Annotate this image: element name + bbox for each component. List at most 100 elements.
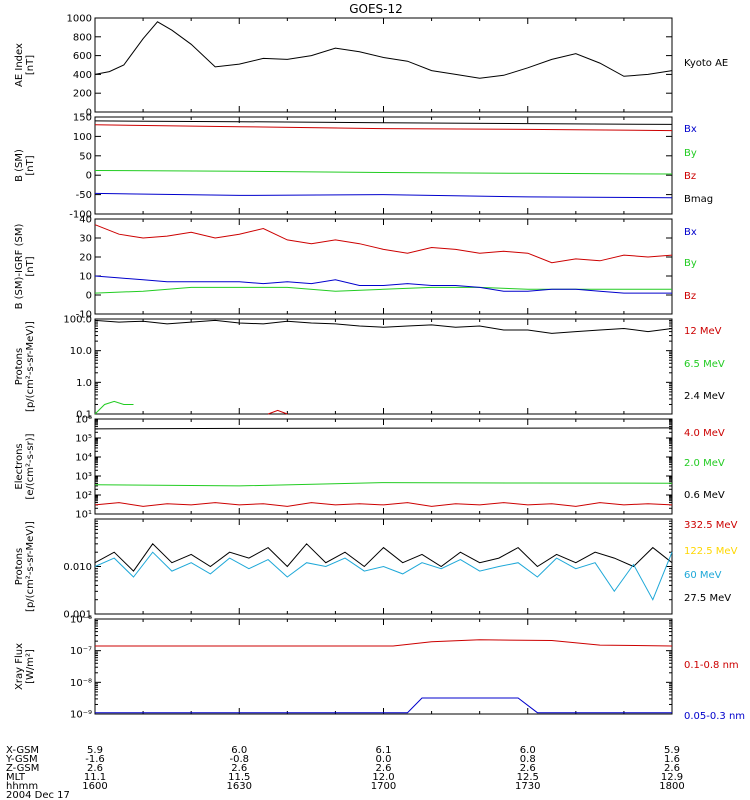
y-tick-label-xray: 10⁻⁹: [70, 710, 92, 721]
panel-frame-electrons: [94, 418, 673, 515]
y-axis-label-protons_low: Protons: [14, 348, 25, 385]
time-row-value: 12.5: [517, 772, 539, 783]
time-row-label: hhmm: [6, 781, 38, 792]
time-row-value: 2.6: [231, 763, 247, 774]
y-axis-label-xray: Xray Flux: [14, 643, 25, 690]
y-tick-label-b_igrf: 30: [79, 234, 92, 245]
legend-protons_high: 60 MeV: [684, 570, 722, 581]
y-tick-label-electrons: 10⁴: [75, 453, 92, 464]
legend-electrons: 0.6 MeV: [684, 490, 725, 501]
y-tick-label-electrons: 10⁵: [75, 434, 92, 445]
y-tick-label-ae: 600: [73, 51, 92, 62]
series-b_sm-Bx: [94, 192, 673, 199]
time-row-value: 6.0: [520, 745, 536, 756]
y-tick-label-protons_low: 10.0: [70, 346, 92, 357]
legend-xray: 0.1-0.8 nm: [684, 660, 739, 671]
series-electrons-2-0-MeV: [94, 482, 673, 487]
time-row-value: 1600: [82, 781, 107, 792]
y-tick-label-protons_low: 1.0: [76, 378, 92, 389]
y-tick-label-b_sm: 0: [86, 171, 92, 182]
y-tick-label-b_sm: 150: [73, 113, 92, 124]
time-row-value: -1.6: [85, 754, 105, 765]
time-row-value: 12.0: [372, 772, 394, 783]
y-axis-label-xray: [W/m²]: [25, 649, 36, 684]
time-row-value: 5.9: [87, 745, 103, 756]
legend-protons_low: 6.5 MeV: [684, 359, 725, 370]
time-row-value: 0.0: [376, 754, 392, 765]
y-tick-label-b_igrf: 20: [79, 253, 92, 264]
y-axis-label-b_igrf: [nT]: [25, 256, 36, 276]
legend-electrons: 2.0 MeV: [684, 458, 725, 469]
y-tick-label-b_sm: -100: [69, 210, 92, 221]
time-row-value: 1700: [371, 781, 396, 792]
y-tick-label-ae: 800: [73, 32, 92, 43]
y-tick-label-b_sm: 100: [73, 132, 92, 143]
legend-electrons: 4.0 MeV: [684, 428, 725, 439]
y-tick-label-ae: 1000: [67, 14, 92, 25]
y-axis-label-electrons: Electrons: [14, 443, 25, 489]
time-row-value: 2.6: [87, 763, 103, 774]
y-axis-label-b_sm: B (SM): [14, 149, 25, 182]
series-electrons-0-6-MeV: [94, 427, 673, 430]
panel-frame-b_igrf: [94, 218, 673, 315]
time-row-value: 1630: [227, 781, 252, 792]
series-electrons-4-0-MeV: [94, 502, 673, 507]
series-protons_high-60-MeV: [94, 551, 673, 601]
y-axis-label-b_sm: [nT]: [25, 155, 36, 175]
time-row-label: Y-GSM: [5, 754, 38, 765]
y-tick-label-electrons: 10⁶: [75, 415, 92, 426]
y-tick-label-protons_low: 100.0: [63, 315, 92, 326]
y-tick-label-b_igrf: -10: [76, 310, 92, 321]
time-row-value: 2.6: [376, 763, 392, 774]
panel-frame-protons_low: [94, 318, 673, 415]
time-row-value: 2.6: [520, 763, 536, 774]
series-protons_low-6-5-MeV: [94, 400, 134, 415]
date-label: 2004 Dec 17: [6, 790, 70, 800]
legend-b_igrf: By: [684, 258, 697, 269]
chart-title: GOES-12: [349, 2, 403, 16]
legend-b_sm: Bmag: [684, 194, 713, 205]
y-axis-label-protons_high: Protons: [14, 548, 25, 585]
time-row-value: -0.8: [229, 754, 249, 765]
time-row-value: 0.8: [520, 754, 536, 765]
panel-frame-ae: [94, 17, 673, 113]
series-protons_high-27-5-MeV: [94, 543, 673, 572]
time-row-value: 1.6: [664, 754, 680, 765]
y-tick-label-b_igrf: 10: [79, 272, 92, 283]
y-tick-label-xray: 10⁻⁶: [70, 615, 92, 626]
y-tick-label-electrons: 10³: [75, 472, 92, 483]
series-b_sm-By: [94, 170, 673, 175]
time-row-value: 5.9: [664, 745, 680, 756]
legend-protons_high: 122.5 MeV: [684, 546, 738, 557]
time-row-value: 11.1: [84, 772, 106, 783]
legend-protons_low: 2.4 MeV: [684, 391, 725, 402]
legend-b_igrf: Bx: [684, 227, 697, 238]
series-protons_low-12-MeV: [94, 319, 673, 334]
time-row-value: 6.0: [231, 745, 247, 756]
y-tick-label-xray: 10⁻⁸: [70, 678, 92, 689]
legend-b_sm: Bz: [684, 171, 696, 182]
y-axis-label-electrons: [e/(cm²-s-sr)]: [25, 433, 36, 499]
legend-ae: Kyoto AE: [684, 58, 728, 69]
y-tick-label-protons_high: 0.001: [63, 610, 92, 621]
time-row-label: X-GSM: [6, 745, 39, 756]
legend-b_sm: Bx: [684, 124, 697, 135]
time-row-value: 1730: [515, 781, 540, 792]
series-xray-0-1-0-8-nm: [95, 639, 673, 647]
time-row-value: 1800: [659, 781, 684, 792]
series-ae-Kyoto-AE: [94, 21, 673, 79]
legend-b_sm: By: [684, 148, 697, 159]
y-tick-label-electrons: 10²: [75, 491, 92, 502]
time-row-value: 12.9: [661, 772, 683, 783]
series-b_sm-Bmag: [94, 120, 673, 125]
legend-protons_low: 12 MeV: [684, 326, 722, 337]
y-tick-label-protons_low: 0.1: [76, 410, 92, 421]
time-row-value: 11.5: [228, 772, 250, 783]
y-axis-label-protons_high: [p/(cm²-s-sr-MeV)]: [25, 521, 36, 612]
series-b_sm-Bz: [94, 124, 673, 132]
panel-frame-xray: [94, 618, 673, 715]
y-tick-label-ae: 200: [73, 89, 92, 100]
y-tick-label-b_igrf: 0: [86, 291, 92, 302]
legend-xray: 0.05-0.3 nm: [684, 711, 745, 722]
y-tick-label-b_sm: 50: [79, 151, 92, 162]
